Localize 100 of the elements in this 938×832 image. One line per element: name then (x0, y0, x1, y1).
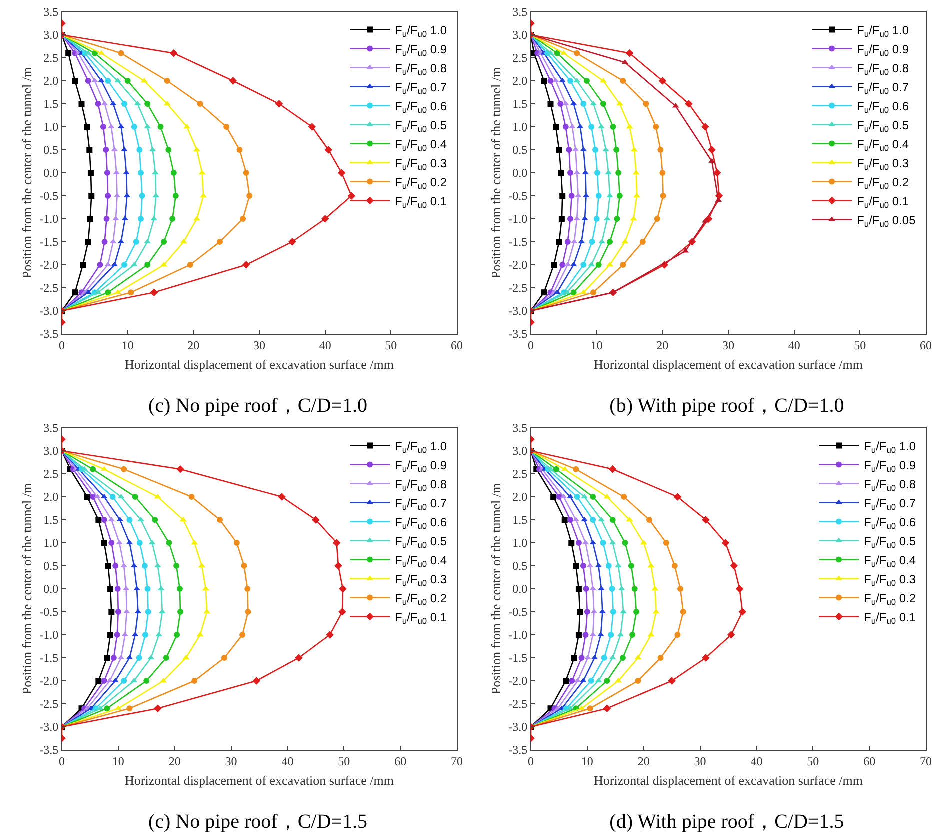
point (610, 124, 616, 130)
x-tick-label: 0 (528, 754, 534, 768)
x-tick-label: 60 (920, 338, 932, 352)
point (580, 262, 587, 268)
point (252, 677, 261, 685)
point (658, 147, 664, 153)
y-tick-label: 3.5 (44, 5, 59, 20)
y-tick-label: -3.0 (508, 720, 528, 734)
y-tick-label: 2.0 (44, 74, 59, 88)
x-axis-title: Horizontal displacement of excavation surface /mm (594, 357, 863, 372)
point (584, 78, 590, 84)
point (108, 540, 115, 546)
y-tick-label: 3.5 (512, 421, 528, 436)
y-tick-label: -3.0 (40, 720, 59, 734)
legend-label: F$_{u}$/F$_{u0}$ 0.3 (857, 156, 910, 172)
point (243, 170, 250, 176)
y-tick-label: -3.0 (40, 304, 59, 318)
point (596, 262, 602, 268)
point (133, 239, 140, 245)
y-tick-label: 1.5 (512, 97, 528, 112)
legend-label: F$_{u}$/F$_{u0}$ 0.4 (395, 553, 448, 569)
point (166, 540, 172, 546)
x-tick-label: 20 (638, 754, 650, 768)
point (600, 540, 606, 546)
legend-label: F$_{u}$/F$_{u0}$ 0.1 (395, 194, 448, 210)
point (548, 78, 554, 84)
point (222, 655, 228, 661)
point (115, 609, 122, 615)
x-tick-label: 60 (451, 338, 463, 352)
point (170, 170, 177, 176)
point (562, 678, 569, 684)
point (590, 517, 596, 523)
x-axis-title: Horizontal displacement of excavation surface /mm (125, 773, 394, 788)
point (663, 540, 670, 546)
point (634, 609, 640, 615)
point (90, 466, 96, 472)
point (144, 586, 151, 592)
point (166, 147, 172, 153)
x-tick-label: 20 (168, 754, 181, 768)
point (176, 586, 183, 592)
point (738, 608, 747, 616)
point (104, 170, 110, 176)
point (136, 540, 143, 546)
point (702, 654, 710, 662)
point (727, 631, 736, 639)
point (84, 494, 90, 500)
point (86, 147, 93, 153)
y-tick-label: -3.5 (40, 743, 59, 758)
point (589, 239, 596, 245)
point (620, 78, 626, 84)
point (114, 290, 122, 294)
point (104, 706, 110, 712)
point (102, 239, 108, 245)
point (100, 124, 106, 130)
y-tick-label: -2.5 (40, 281, 59, 296)
point (90, 494, 96, 500)
point (105, 290, 112, 296)
point (338, 608, 346, 616)
y-axis-title: Position from the center of the tunnel /m (20, 67, 35, 279)
point (576, 540, 582, 546)
point (610, 609, 616, 615)
point (98, 50, 105, 55)
point (224, 124, 230, 130)
point (241, 563, 248, 569)
point (163, 655, 170, 661)
point (324, 146, 333, 154)
point (590, 494, 596, 500)
point (174, 632, 180, 638)
x-tick-label: 30 (254, 338, 266, 352)
point (142, 632, 149, 638)
y-tick-label: -1.5 (40, 235, 59, 250)
text: (c) No pipe roof，C/D=1.5 (148, 810, 368, 832)
legend-label: F$_{u}$/F$_{u0}$ 0.2 (864, 591, 916, 607)
y-tick-label: -0.5 (40, 189, 59, 204)
x-tick-label: 70 (451, 754, 463, 768)
point (568, 193, 575, 199)
point (620, 262, 626, 268)
y-tick-label: 1.0 (512, 536, 528, 550)
point (124, 78, 131, 84)
point (580, 101, 587, 107)
y-tick-label: -2.5 (508, 697, 528, 712)
point (78, 101, 85, 107)
point (578, 655, 585, 661)
point (138, 216, 144, 222)
legend-label: F$_{u}$/F$_{u0}$ 0.8 (395, 61, 448, 77)
point (587, 706, 594, 712)
point (132, 494, 138, 500)
point (708, 146, 716, 154)
y-tick-label: -2.0 (40, 674, 59, 688)
point (66, 50, 72, 56)
legend-label: F$_{u}$/F$_{u0}$ 0.2 (395, 591, 448, 607)
point (197, 101, 204, 107)
point (600, 101, 606, 107)
y-tick-label: 2.0 (512, 490, 528, 504)
x-axis-title: Horizontal displacement of excavation surface /mm (594, 773, 863, 788)
point (158, 124, 164, 130)
point (577, 609, 584, 615)
point (551, 262, 558, 268)
y-tick-label: -1.5 (508, 651, 528, 666)
point (730, 562, 738, 570)
